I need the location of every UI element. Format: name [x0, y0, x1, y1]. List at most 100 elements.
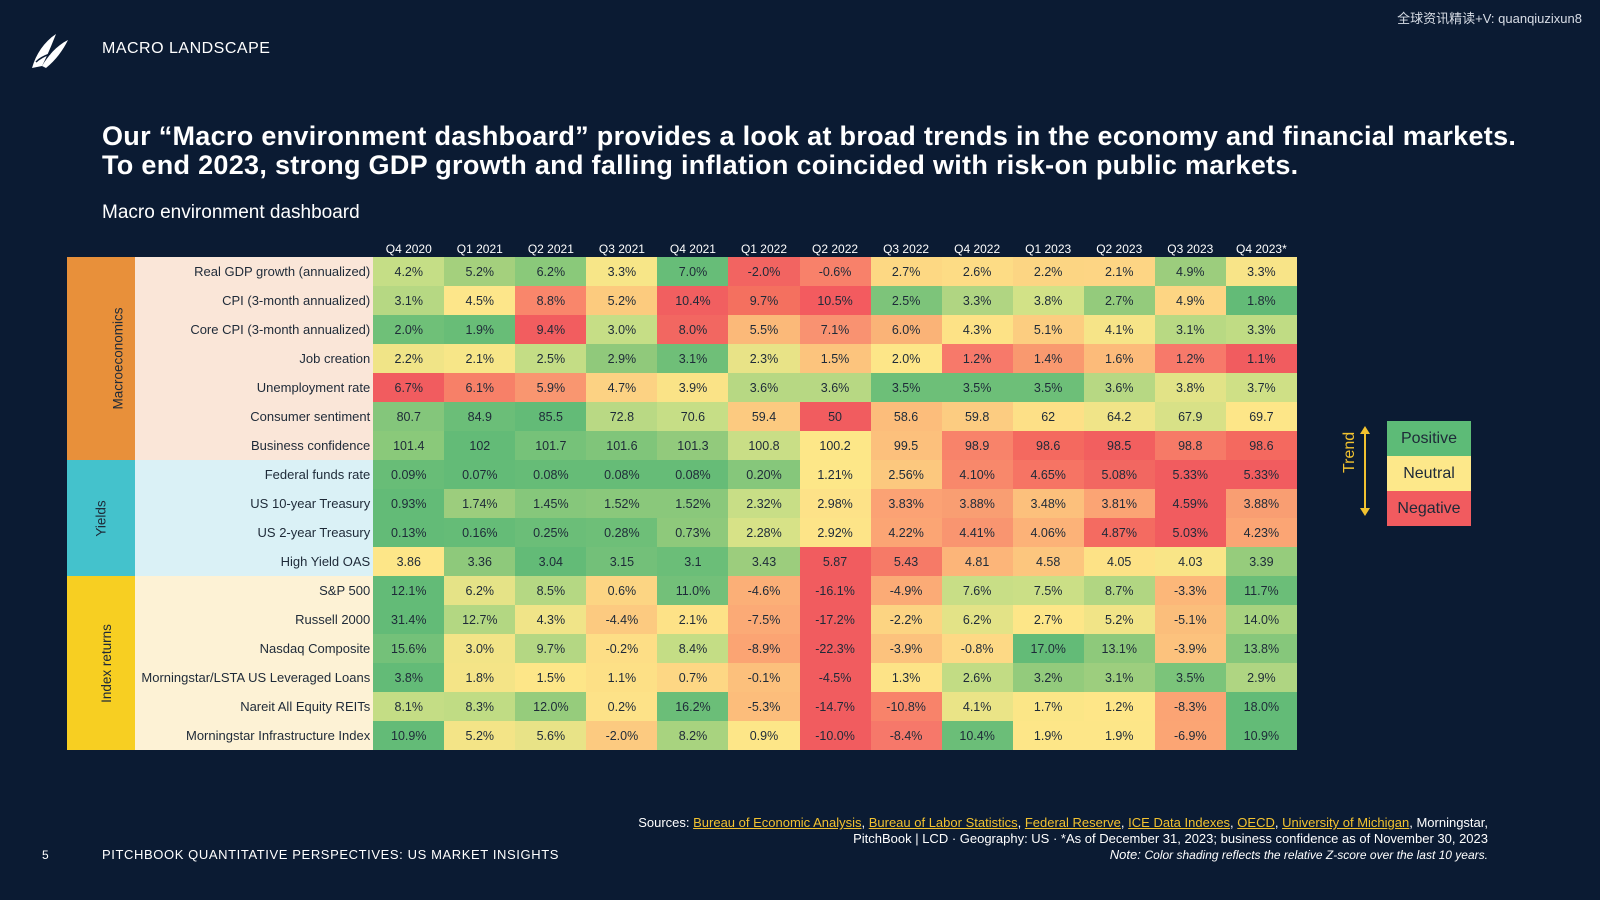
value-cell: 0.2% — [586, 692, 658, 721]
value-cell: 58.6 — [870, 402, 942, 431]
value-cell: 4.2% — [373, 257, 445, 286]
value-cell: 0.13% — [373, 518, 445, 547]
sources-suffix: , Morningstar, — [1409, 815, 1488, 830]
legend-negative: Negative — [1387, 491, 1471, 526]
value-cell: 1.9% — [444, 315, 516, 344]
value-cell: 72.8 — [586, 402, 658, 431]
value-cell: 6.0% — [870, 315, 942, 344]
value-cell: 2.9% — [1225, 663, 1297, 692]
source-link[interactable]: University of Michigan — [1282, 815, 1410, 830]
sources-line: Sources: Bureau of Economic Analysis, Bu… — [638, 815, 1488, 830]
column-header: Q1 2023 — [1025, 242, 1072, 256]
trend-label: Trend — [1341, 431, 1358, 473]
value-cell: 0.08% — [515, 460, 587, 489]
value-cell: 4.41% — [941, 518, 1013, 547]
value-cell: 3.6% — [799, 373, 871, 402]
publication-title: PITCHBOOK QUANTITATIVE PERSPECTIVES: US … — [102, 847, 560, 862]
value-cell: 1.2% — [1083, 692, 1155, 721]
value-cell: 12.1% — [373, 576, 445, 605]
value-cell: 2.2% — [373, 344, 445, 373]
row-label: Consumer sentiment — [135, 402, 374, 431]
value-cell: 4.1% — [1083, 315, 1155, 344]
table-row: Yields Federal funds rate 0.09% 0.07% 0.08% 0… — [67, 460, 1297, 576]
column-header-row: Q4 2020 Q1 2021 Q2 2021 Q3 2021 Q4 2021 Q1 20… — [67, 236, 1297, 257]
value-cell: 17.0% — [1012, 634, 1084, 663]
value-cell: 98.6 — [1012, 431, 1084, 460]
note-label: Note: — [1109, 847, 1141, 862]
value-cell: 1.6% — [1083, 344, 1155, 373]
value-cell: 69.7 — [1225, 402, 1297, 431]
value-cell: -8.9% — [728, 634, 800, 663]
value-cell: 5.43 — [870, 547, 942, 576]
value-cell: 2.6% — [941, 663, 1013, 692]
value-cell: 5.33% — [1225, 460, 1297, 489]
table-row: US 10-year Treasury 0.93% 1.74% 1.45% 1.52% 1… — [67, 489, 1297, 518]
value-cell: 4.06% — [1012, 518, 1084, 547]
source-link[interactable]: Bureau of Labor Statistics — [868, 815, 1018, 830]
value-cell: 31.4% — [373, 605, 445, 634]
value-cell: 3.1 — [657, 547, 729, 576]
value-cell: 3.88% — [941, 489, 1013, 518]
row-label: Unemployment rate — [135, 373, 374, 402]
value-cell: 16.2% — [657, 692, 729, 721]
value-cell: 0.16% — [444, 518, 516, 547]
column-header: Q2 2022 — [812, 242, 859, 256]
category-label: Yields — [67, 460, 136, 576]
value-cell: 2.1% — [657, 605, 729, 634]
value-cell: 4.10% — [941, 460, 1013, 489]
value-cell: 1.9% — [1012, 721, 1084, 750]
value-cell: 12.0% — [515, 692, 587, 721]
value-cell: 8.7% — [1083, 576, 1155, 605]
value-cell: 6.2% — [444, 576, 516, 605]
value-cell: 1.4% — [1012, 344, 1084, 373]
dashboard-title: Macro environment dashboard — [102, 202, 360, 223]
column-header: Q4 2022 — [954, 242, 1001, 256]
value-cell: 8.1% — [373, 692, 445, 721]
source-link[interactable]: Bureau of Economic Analysis — [693, 815, 862, 830]
value-cell: 3.3% — [941, 286, 1013, 315]
dashboard-body: Macroeconomics Real GDP growth (annualize… — [67, 257, 1297, 750]
value-cell: -4.4% — [586, 605, 658, 634]
value-cell: 0.09% — [373, 460, 445, 489]
headline: Our “Macro environment dashboard” provid… — [102, 121, 1517, 180]
value-cell: 3.0% — [444, 634, 516, 663]
value-cell: 0.6% — [586, 576, 658, 605]
column-header: Q4 2021 — [669, 242, 716, 256]
row-label: Morningstar Infrastructure Index — [135, 721, 374, 750]
macro-dashboard-table: Q4 2020 Q1 2021 Q2 2021 Q3 2021 Q4 2021 Q1 20… — [67, 236, 1297, 750]
value-cell: 98.9 — [941, 431, 1013, 460]
category-label: Macroeconomics — [67, 257, 136, 460]
value-cell: 1.8% — [444, 663, 516, 692]
value-cell: 2.3% — [728, 344, 800, 373]
value-cell: 6.2% — [515, 257, 587, 286]
source-link[interactable]: Federal Reserve — [1024, 815, 1121, 830]
value-cell: 2.92% — [799, 518, 871, 547]
source-link[interactable]: OECD — [1237, 815, 1275, 830]
value-cell: 3.04 — [515, 547, 587, 576]
source-link[interactable]: ICE Data Indexes — [1128, 815, 1231, 830]
value-cell: 3.3% — [1225, 257, 1297, 286]
value-cell: 14.0% — [1225, 605, 1297, 634]
value-cell: 0.20% — [728, 460, 800, 489]
value-cell: 4.5% — [444, 286, 516, 315]
table-row: Business confidence 101.4 102 101.7 101.6 101… — [67, 431, 1297, 460]
value-cell: -6.9% — [1154, 721, 1226, 750]
value-cell: 4.1% — [941, 692, 1013, 721]
legend-positive: Positive — [1387, 421, 1471, 456]
value-cell: 4.7% — [586, 373, 658, 402]
value-cell: 8.5% — [515, 576, 587, 605]
value-cell: 2.98% — [799, 489, 871, 518]
table-row: Job creation 2.2% 2.1% 2.5% 2.9% 3.1% 2.3% 1.5%… — [67, 344, 1297, 373]
table-row: Morningstar/LSTA US Leveraged Loans 3.8% 1… — [67, 663, 1297, 692]
value-cell: 1.3% — [870, 663, 942, 692]
value-cell: 84.9 — [444, 402, 516, 431]
value-cell: 62 — [1012, 402, 1084, 431]
watermark-text: 全球资讯精读+V: quanqiuzixun8 — [1397, 11, 1582, 26]
value-cell: 4.9% — [1154, 257, 1226, 286]
category-name: Index returns — [98, 623, 114, 703]
value-cell: -7.5% — [728, 605, 800, 634]
value-cell: 8.4% — [657, 634, 729, 663]
value-cell: -17.2% — [799, 605, 871, 634]
value-cell: -8.4% — [870, 721, 942, 750]
table-row: Macroeconomics Real GDP growth (annualize… — [67, 257, 1297, 460]
